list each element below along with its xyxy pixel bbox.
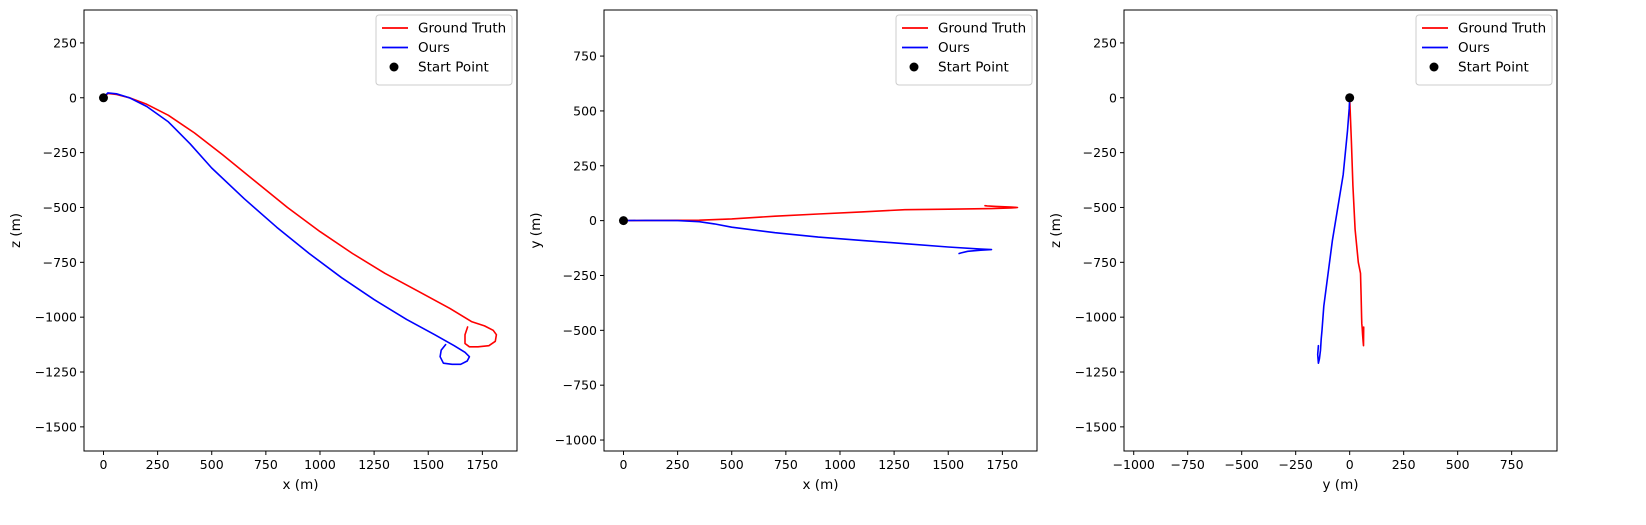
x-tick-label: 0 — [100, 457, 108, 472]
legend-box — [895, 14, 1033, 86]
y-tick-label: 500 — [573, 103, 597, 118]
legend-label-ours: Ours — [1458, 40, 1490, 56]
start-point-marker — [618, 216, 628, 226]
legend-label-start-point: Start Point — [1458, 60, 1529, 76]
y-tick-label: −500 — [563, 323, 597, 338]
legend-swatch-start-point — [1429, 62, 1439, 72]
legend-label-start-point: Start Point — [418, 60, 489, 76]
subplot-3: −1000 −750 −500 −250 0 250 500 750 250 0 −250 −500 −… — [1048, 9, 1558, 493]
subplot-1: 0 250 500 750 1000 1250 1500 1750 250 0 −250 −500 −7… — [8, 9, 518, 493]
legend-swatch-start-point — [909, 62, 919, 72]
start-point-marker — [1345, 93, 1355, 103]
y-tick-label: −1000 — [1075, 310, 1117, 325]
y-axis-label: z (m) — [8, 213, 24, 248]
x-tick-label: 0 — [620, 457, 628, 472]
x-axis-label: x (m) — [803, 477, 839, 493]
legend-label-ours: Ours — [938, 40, 970, 56]
axes-frame — [1123, 9, 1558, 452]
x-tick-label: 1000 — [304, 457, 336, 472]
y-tick-label: −250 — [43, 145, 77, 160]
series-line-ours — [1316, 97, 1351, 365]
y-tick-label: 250 — [53, 35, 77, 50]
x-tick-label: 500 — [720, 457, 744, 472]
y-tick-label: −1250 — [35, 365, 77, 380]
legend-swatch-start-point — [389, 62, 399, 72]
legend-label-ground-truth: Ground Truth — [1458, 21, 1546, 37]
y-axis-label: z (m) — [1048, 213, 1064, 248]
y-tick-label: −250 — [1083, 145, 1117, 160]
y-tick-label: −750 — [1083, 255, 1117, 270]
y-tick-label: 0 — [69, 90, 77, 105]
legend-box — [375, 14, 513, 86]
x-tick-label: 500 — [1446, 457, 1470, 472]
series-line-ground-truth — [1348, 97, 1365, 347]
x-tick-label: 1500 — [932, 457, 964, 472]
x-tick-label: 750 — [1500, 457, 1524, 472]
series-line-ground-truth — [102, 92, 498, 348]
series-line-ground-truth — [622, 204, 1019, 222]
legend-label-ground-truth: Ground Truth — [418, 21, 506, 37]
x-tick-label: −500 — [1225, 457, 1259, 472]
y-tick-label: −750 — [43, 255, 77, 270]
legend-label-start-point: Start Point — [938, 60, 1009, 76]
y-tick-label: 250 — [1093, 35, 1117, 50]
x-tick-label: 250 — [1392, 457, 1416, 472]
y-tick-label: −750 — [563, 378, 597, 393]
series-line-ours — [102, 92, 471, 366]
x-tick-label: 250 — [666, 457, 690, 472]
y-tick-label: −500 — [43, 200, 77, 215]
x-axis-label: y (m) — [1323, 477, 1359, 493]
x-tick-label: 1750 — [466, 457, 498, 472]
y-tick-label: −1000 — [35, 310, 77, 325]
y-axis-label: y (m) — [528, 213, 544, 249]
x-tick-label: 0 — [1346, 457, 1354, 472]
x-tick-label: 500 — [200, 457, 224, 472]
legend: Ground Truth Ours Start Point — [375, 14, 513, 86]
y-tick-label: 750 — [573, 49, 597, 64]
x-tick-label: 750 — [774, 457, 798, 472]
y-tick-label: −1500 — [1075, 419, 1117, 434]
y-tick-label: 250 — [573, 158, 597, 173]
x-tick-label: 1250 — [358, 457, 390, 472]
legend: Ground Truth Ours Start Point — [895, 14, 1033, 86]
legend: Ground Truth Ours Start Point — [1415, 14, 1553, 86]
legend-label-ours: Ours — [418, 40, 450, 56]
x-tick-label: −750 — [1171, 457, 1205, 472]
series-line-ours — [622, 219, 993, 255]
axes-frame — [83, 9, 518, 452]
x-tick-label: 750 — [254, 457, 278, 472]
x-tick-label: 1250 — [878, 457, 910, 472]
y-tick-label: −1000 — [555, 433, 597, 448]
y-tick-label: −250 — [563, 268, 597, 283]
y-tick-label: −1250 — [1075, 365, 1117, 380]
y-tick-label: −500 — [1083, 200, 1117, 215]
y-tick-label: 0 — [1109, 90, 1117, 105]
x-axis-label: x (m) — [283, 477, 319, 493]
y-tick-label: 0 — [589, 213, 597, 228]
x-tick-label: 1000 — [824, 457, 856, 472]
legend-box — [1415, 14, 1553, 86]
x-tick-label: 1750 — [986, 457, 1018, 472]
x-tick-label: −1000 — [1113, 457, 1155, 472]
axes-frame — [603, 9, 1038, 452]
x-tick-label: 250 — [146, 457, 170, 472]
x-tick-label: 1500 — [412, 457, 444, 472]
start-point-marker — [98, 93, 108, 103]
x-tick-label: −250 — [1279, 457, 1313, 472]
legend-label-ground-truth: Ground Truth — [938, 21, 1026, 37]
y-tick-label: −1500 — [35, 419, 77, 434]
subplot-2: 0 250 500 750 1000 1250 1500 1750 750 500 250 0 −250… — [528, 9, 1038, 493]
